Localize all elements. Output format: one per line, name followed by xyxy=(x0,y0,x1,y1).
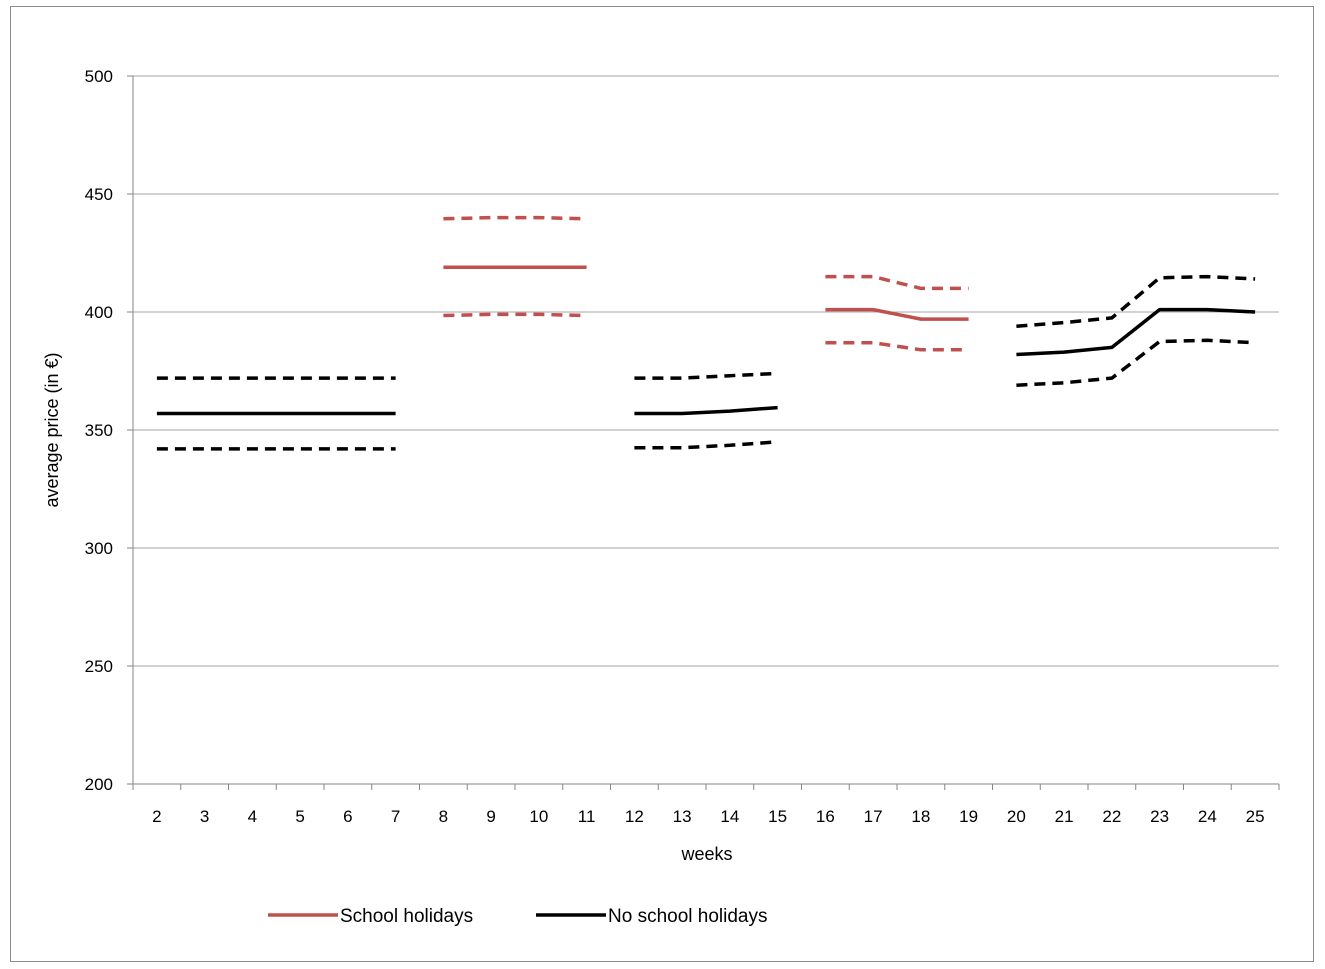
x-tick-label: 9 xyxy=(486,807,495,826)
y-axis-title: average price (in €) xyxy=(42,352,62,507)
x-tick-label: 21 xyxy=(1055,807,1074,826)
school-holidays-upper-line xyxy=(825,274,969,291)
x-tick-label: 15 xyxy=(768,807,787,826)
legend-label-no-school-holidays: No school holidays xyxy=(608,906,767,927)
school-holidays-upper-line xyxy=(443,215,587,221)
school-holidays-mean-line xyxy=(825,307,969,321)
x-tick-label: 20 xyxy=(1007,807,1026,826)
no-school-holidays-lower-line xyxy=(1016,338,1256,387)
legend-label-school-holidays: School holidays xyxy=(340,906,473,927)
y-tick-label: 450 xyxy=(85,185,113,204)
x-tick-label: 14 xyxy=(720,807,739,826)
y-tick-label: 400 xyxy=(85,303,113,322)
x-tick-label: 10 xyxy=(529,807,548,826)
x-tick-label: 23 xyxy=(1150,807,1169,826)
y-tick-label: 350 xyxy=(85,421,113,440)
x-tick-label: 17 xyxy=(864,807,883,826)
x-tick-label: 13 xyxy=(673,807,692,826)
no-school-holidays-mean-line xyxy=(1016,307,1256,357)
no-school-holidays-upper-line xyxy=(1016,274,1256,328)
legend: School holidays No school holidays xyxy=(268,906,767,927)
chart-frame xyxy=(10,6,1314,962)
y-tick-label: 200 xyxy=(85,775,113,794)
x-tick-label: 22 xyxy=(1102,807,1121,826)
axes xyxy=(127,75,1280,790)
x-tick-label: 5 xyxy=(295,807,304,826)
x-tick-label: 4 xyxy=(248,807,257,826)
x-tick-labels: 2 3 4 5 6 7 8 9 10 11 12 13 14 15 16 17 18 19 20 21 22 23 24 25 xyxy=(152,807,1264,826)
y-tick-label: 300 xyxy=(85,539,113,558)
y-tick-labels: 200 250 300 350 400 450 500 xyxy=(85,67,113,794)
x-tick-label: 25 xyxy=(1246,807,1265,826)
no-school-holidays-mean-line xyxy=(634,405,778,416)
no-school-holidays-lower-line xyxy=(634,440,778,450)
x-tick-label: 2 xyxy=(152,807,161,826)
x-tick-label: 3 xyxy=(200,807,209,826)
no-school-holidays-upper-line xyxy=(634,371,778,380)
x-tick-label: 16 xyxy=(816,807,835,826)
x-tick-label: 19 xyxy=(959,807,978,826)
x-tick-label: 8 xyxy=(439,807,448,826)
gridlines xyxy=(133,75,1279,667)
school-holidays-lower-line xyxy=(443,312,587,318)
x-tick-label: 11 xyxy=(578,807,596,826)
x-tick-label: 24 xyxy=(1198,807,1217,826)
school-holidays-lower-line xyxy=(825,340,969,352)
x-tick-label: 18 xyxy=(911,807,930,826)
x-tick-label: 7 xyxy=(391,807,400,826)
x-axis-title: weeks xyxy=(680,844,732,864)
y-tick-label: 250 xyxy=(85,657,113,676)
x-tick-label: 12 xyxy=(625,807,644,826)
x-tick-label: 6 xyxy=(343,807,352,826)
series-lines xyxy=(156,215,1256,451)
y-tick-label: 500 xyxy=(85,67,113,86)
